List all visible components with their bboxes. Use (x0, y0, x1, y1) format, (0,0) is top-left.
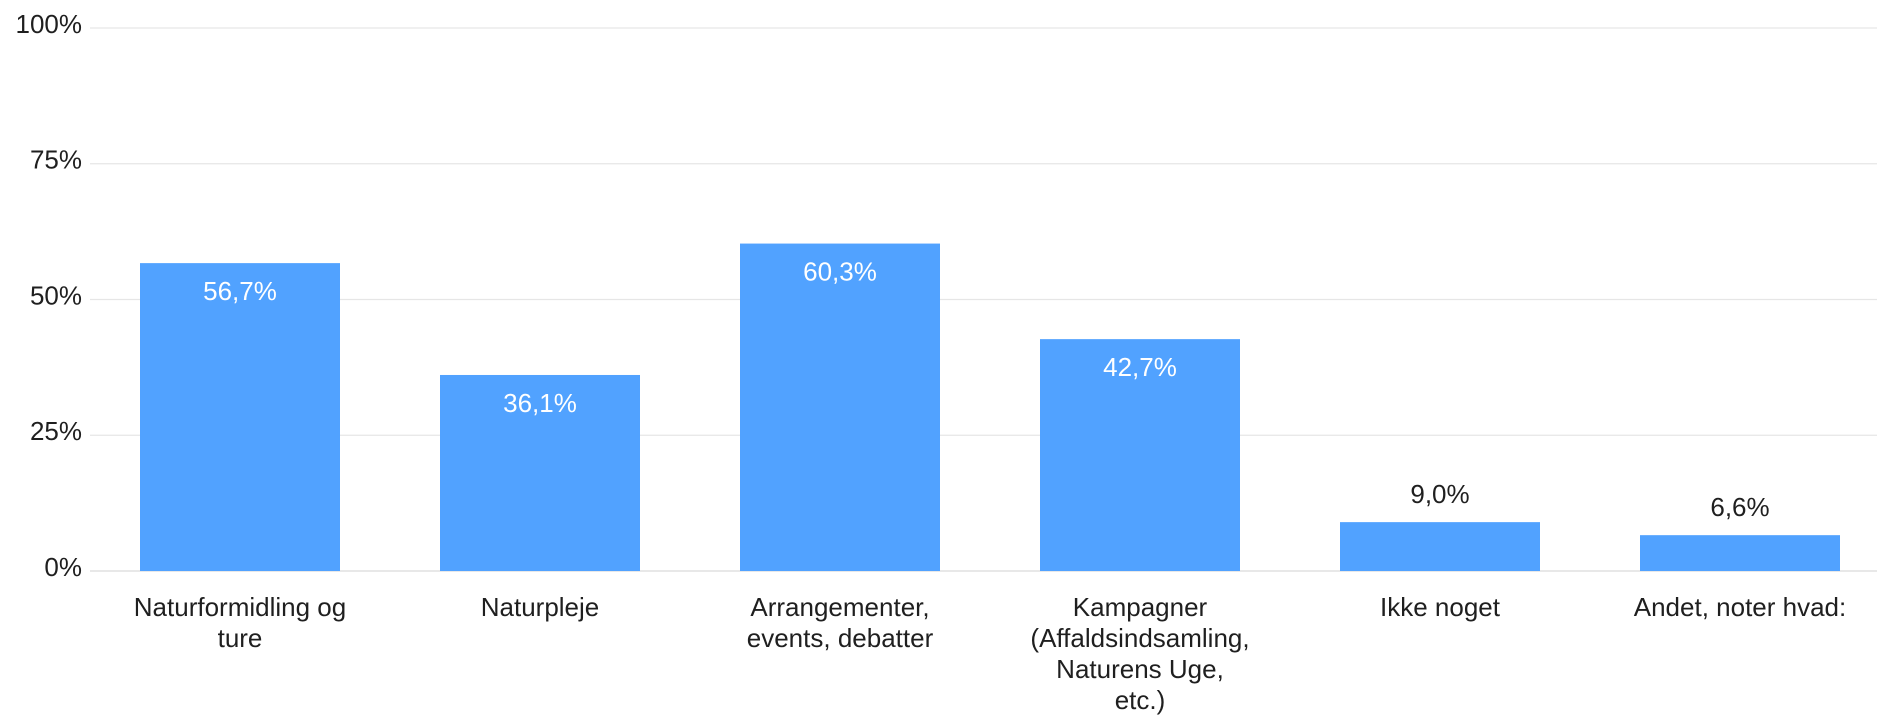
x-category-line: Andet, noter hvad: (1634, 592, 1846, 622)
x-category-line: events, debatter (747, 623, 934, 653)
bar (1340, 522, 1540, 571)
data-label: 36,1% (503, 388, 577, 418)
data-labels: 56,7% 36,1% 60,3% 42,7% 9,0% 6,6% (203, 256, 1770, 522)
data-label: 56,7% (203, 276, 277, 306)
y-axis-ticks: 0% 25% 50% 75% 100% (16, 9, 83, 582)
x-category-line: etc.) (1115, 685, 1166, 715)
x-category-label: Kampagner (Affaldsindsamling, Naturens Uge… (1030, 592, 1249, 715)
x-category-line: Naturens Uge, (1056, 654, 1224, 684)
x-category-line: (Affaldsindsamling, (1030, 623, 1249, 653)
data-label: 42,7% (1103, 352, 1177, 382)
y-tick-label: 25% (30, 416, 82, 446)
x-category-line: Naturformidling og (134, 592, 346, 622)
x-category-label: Andet, noter hvad: (1634, 592, 1846, 622)
x-axis-categories: Naturformidling og ture Naturpleje Arrangem… (134, 592, 1846, 715)
gridlines (90, 27, 1877, 572)
x-category-line: ture (218, 623, 263, 653)
bar (1040, 339, 1240, 571)
bar (740, 243, 940, 572)
bar (140, 263, 340, 571)
bar (1640, 535, 1840, 571)
x-category-label: Naturformidling og ture (134, 592, 346, 653)
x-category-line: Naturpleje (481, 592, 600, 622)
data-label: 6,6% (1710, 492, 1769, 522)
x-category-label: Ikke noget (1380, 592, 1501, 622)
y-tick-label: 75% (30, 145, 82, 175)
y-tick-label: 100% (16, 9, 83, 39)
y-tick-label: 50% (30, 280, 82, 310)
bars (140, 243, 1840, 572)
x-category-line: Ikke noget (1380, 592, 1501, 622)
x-category-label: Naturpleje (481, 592, 600, 622)
x-category-line: Kampagner (1073, 592, 1208, 622)
x-category-line: Arrangementer, (750, 592, 929, 622)
data-label: 9,0% (1410, 479, 1469, 509)
y-tick-label: 0% (44, 552, 82, 582)
bar (440, 374, 640, 571)
data-label: 60,3% (803, 256, 877, 286)
x-category-label: Arrangementer, events, debatter (747, 592, 934, 653)
